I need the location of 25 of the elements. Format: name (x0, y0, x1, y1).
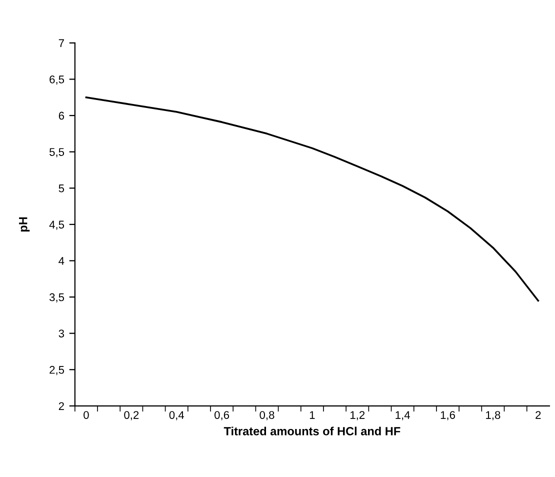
x-tick-label: 1,6 (440, 411, 455, 420)
x-tick-label: 2 (536, 411, 541, 419)
x-tick-label: 0,8 (260, 411, 274, 420)
x-tick-label: 1,8 (486, 411, 500, 420)
y-tick-label: 3,5 (49, 293, 64, 302)
x-tick-label: 0,2 (124, 411, 139, 420)
x-tick-label: 0 (84, 411, 89, 419)
y-tick-label: 4,5 (49, 220, 64, 230)
y-tick-label: 2 (58, 402, 64, 410)
y-tick-label: 4 (58, 257, 64, 265)
y-tick-label: 5 (58, 184, 64, 192)
y-tick-label: 5,5 (50, 148, 64, 158)
y-axis-title: pH (19, 217, 30, 232)
x-axis-title: Titrated amounts of HCl and HF (224, 426, 400, 436)
y-tick-label: 3 (58, 330, 64, 338)
y-tick-label: 6,5 (50, 75, 64, 85)
line-series (85, 96, 540, 302)
x-tick-label: 1,2 (350, 411, 365, 420)
x-tick-label: 1,4 (396, 411, 410, 420)
y-tick-label: 7 (58, 39, 64, 47)
x-tick-label: 0,6 (214, 411, 230, 420)
x-tick-label: 1 (310, 411, 315, 419)
y-tick-label: 2,5 (50, 366, 64, 376)
x-tick-label: 0,4 (169, 411, 184, 420)
y-tick-label: 6 (58, 112, 64, 120)
